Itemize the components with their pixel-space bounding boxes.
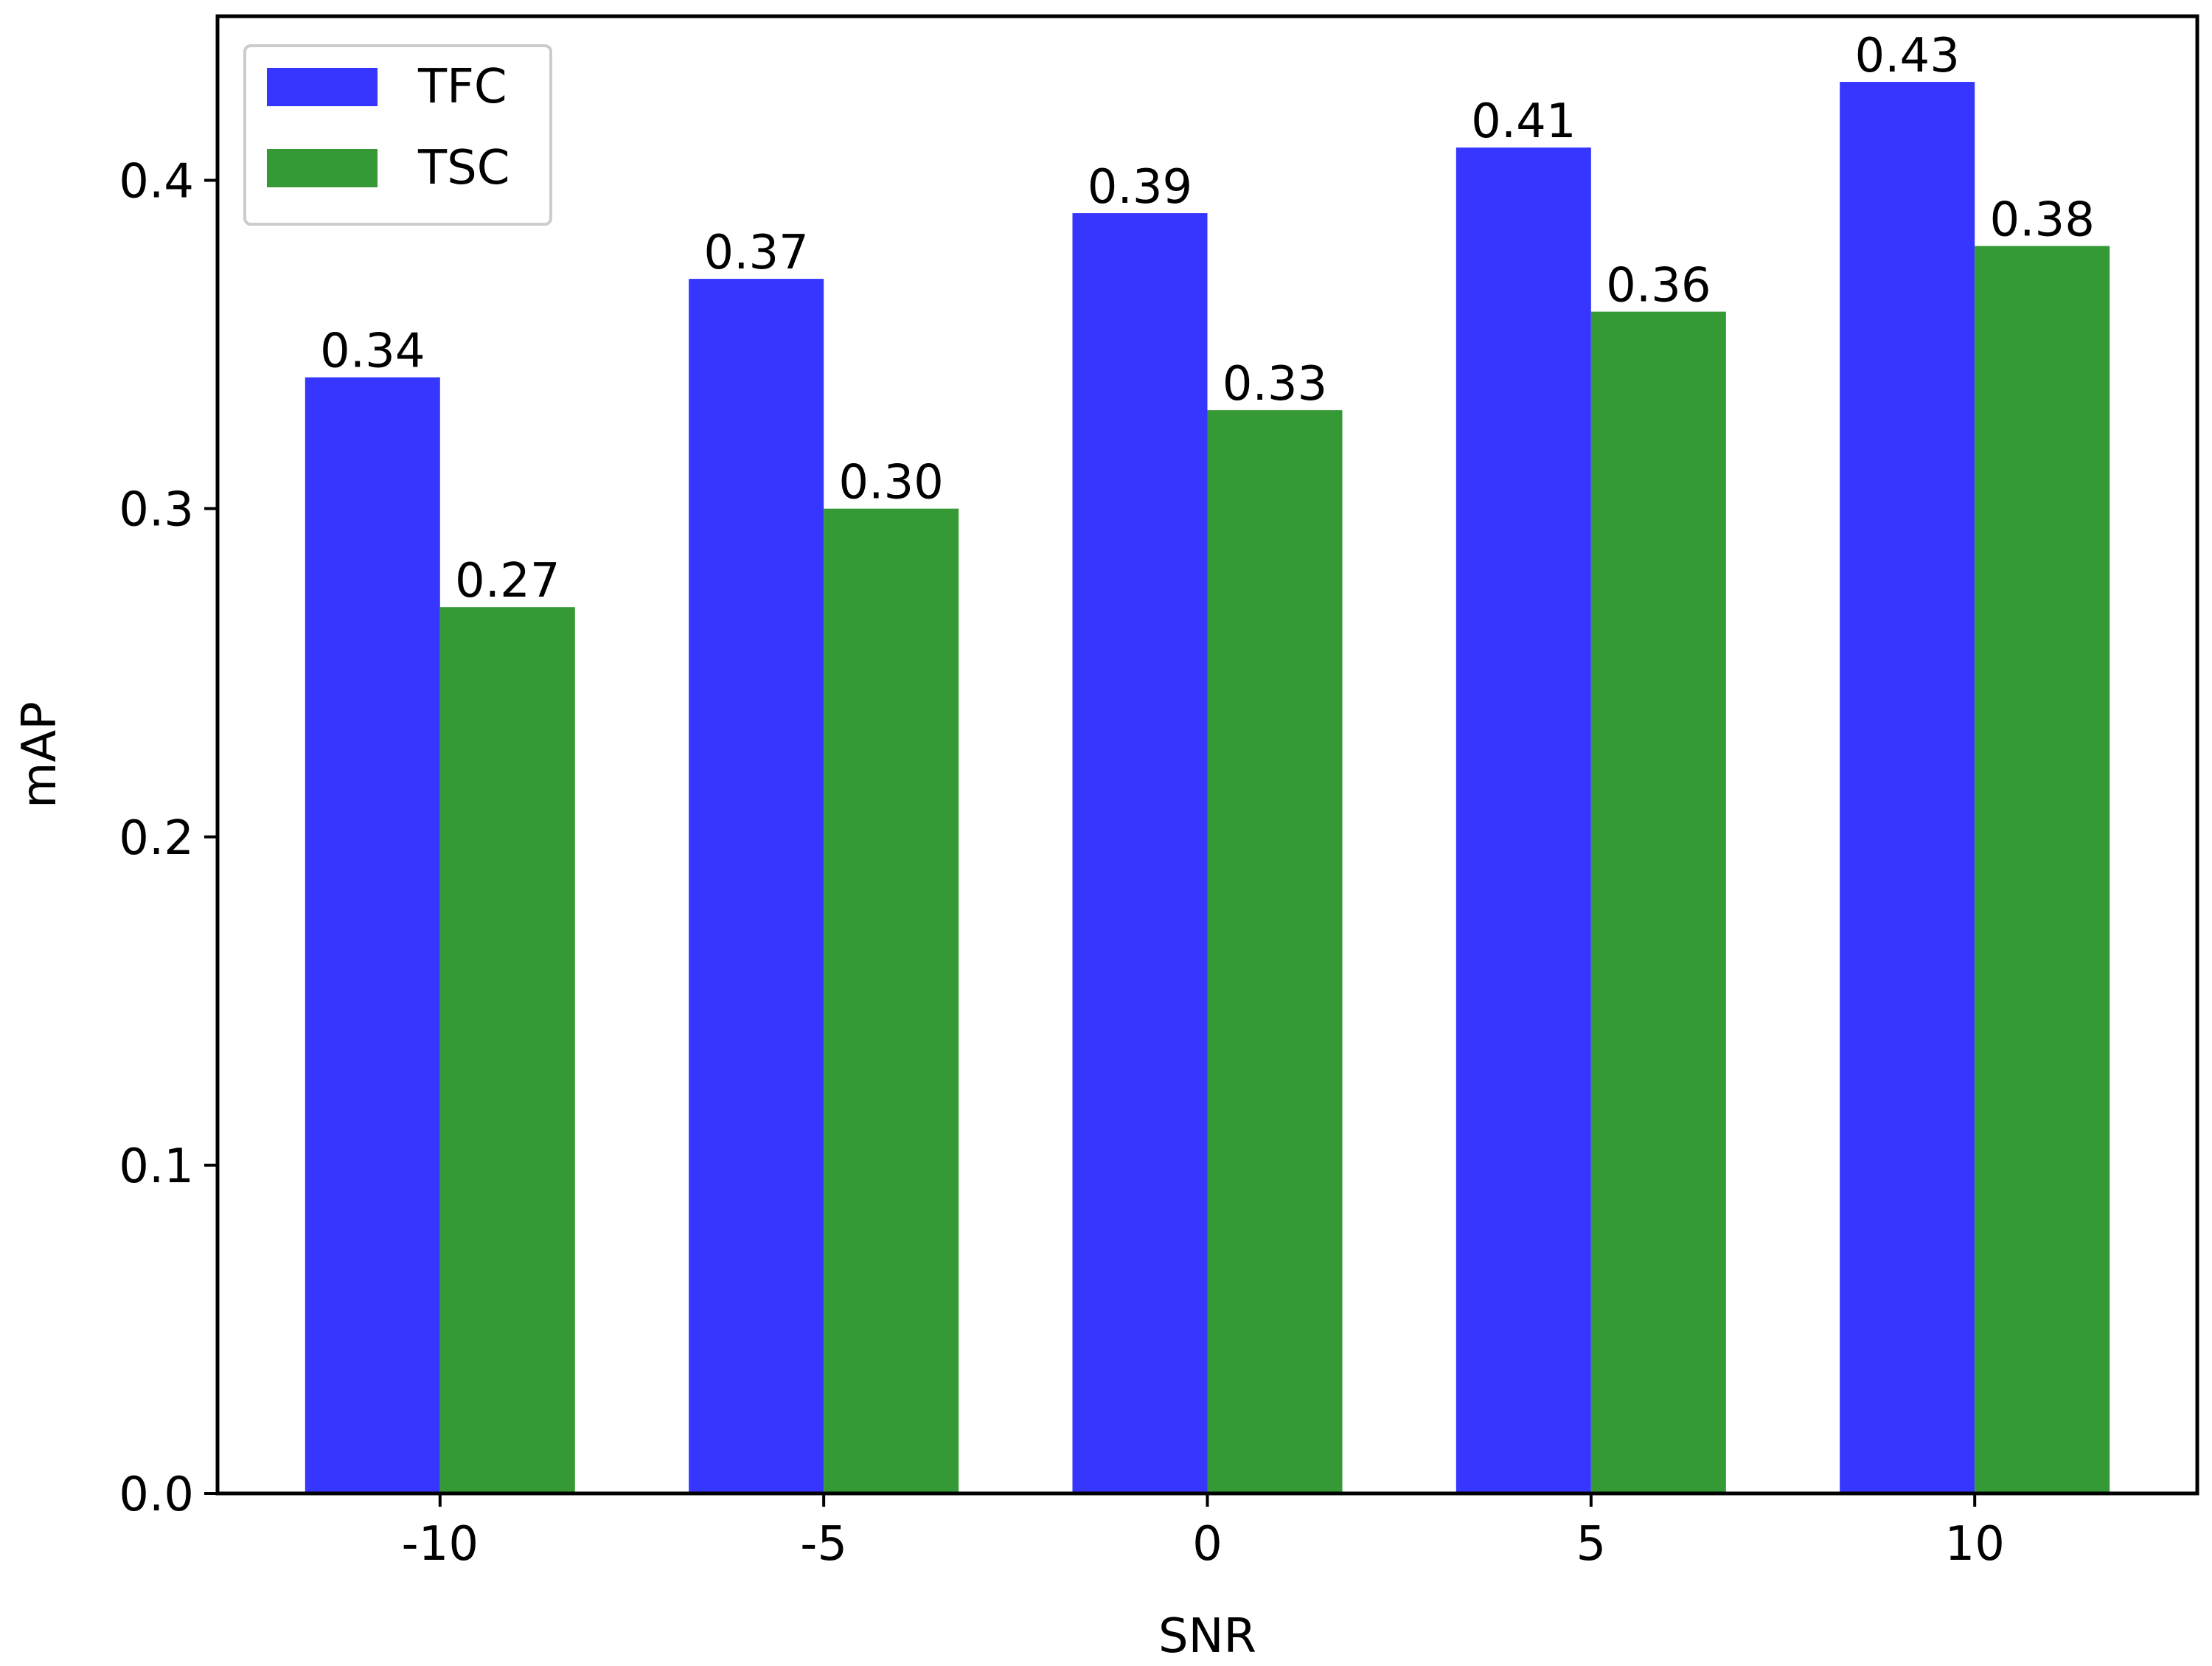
x-tick-label: -10: [402, 1517, 479, 1572]
bar-tsc--5: [824, 508, 959, 1493]
x-axis-title: SNR: [1158, 1609, 1256, 1664]
bars-group: [305, 82, 2110, 1494]
data-label-tfc-10: 0.43: [1854, 29, 1960, 83]
y-axis: 0.0 0.1 0.2 0.3 0.4: [119, 155, 218, 1522]
x-tick-label: 10: [1944, 1517, 2004, 1572]
data-label-tfc--10: 0.34: [320, 324, 425, 379]
bar-tsc--10: [439, 607, 575, 1494]
x-axis: -10 -5 0 5 10: [402, 1493, 2005, 1572]
x-tick-label: 5: [1576, 1517, 1606, 1572]
data-labels-group: 0.34 0.27 0.37 0.30 0.39 0.33 0.41 0.36 0.43 0.38: [320, 29, 2095, 608]
x-tick-label: -5: [800, 1517, 847, 1572]
data-label-tfc--5: 0.37: [703, 226, 809, 280]
legend-label-tsc: TSC: [417, 141, 509, 195]
y-axis-title: mAP: [13, 701, 67, 808]
bar-tfc-0: [1072, 213, 1208, 1494]
bar-tfc--5: [689, 279, 824, 1494]
data-label-tfc-0: 0.39: [1088, 160, 1193, 215]
data-label-tsc--10: 0.27: [455, 554, 560, 608]
bar-tsc-10: [1975, 246, 2110, 1494]
legend-swatch-tsc: [267, 149, 378, 187]
y-tick-label: 0.3: [119, 483, 194, 538]
data-label-tsc-10: 0.38: [1989, 193, 2095, 248]
bar-tfc-5: [1455, 147, 1591, 1494]
legend: TFC TSC: [243, 44, 552, 226]
y-tick-label: 0.4: [119, 155, 194, 209]
bar-tfc--10: [305, 377, 440, 1494]
legend-label-tfc: TFC: [417, 60, 507, 114]
y-tick-label: 0.2: [119, 811, 194, 866]
bar-tsc-0: [1207, 410, 1343, 1494]
data-label-tsc--5: 0.30: [838, 456, 944, 510]
y-tick-label: 0.1: [119, 1139, 194, 1194]
data-label-tfc-5: 0.41: [1471, 94, 1576, 149]
bar-tfc-10: [1840, 82, 1975, 1494]
x-tick-label: 0: [1192, 1517, 1222, 1572]
data-label-tsc-5: 0.36: [1606, 259, 1711, 313]
bar-tsc-5: [1590, 311, 1726, 1494]
legend-swatch-tfc: [267, 68, 378, 106]
y-tick-label: 0.0: [119, 1468, 194, 1522]
data-label-tsc-0: 0.33: [1222, 357, 1328, 412]
